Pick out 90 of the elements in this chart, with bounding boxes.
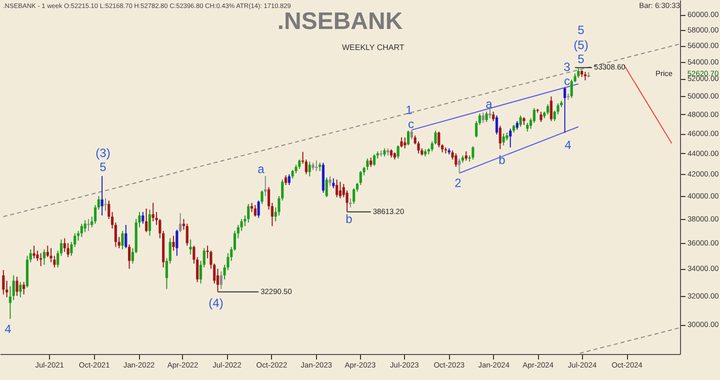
candlestick [325, 176, 328, 198]
candlestick [502, 133, 505, 146]
candlestick [148, 209, 152, 236]
candlestick [509, 128, 512, 148]
candlestick [240, 218, 243, 232]
annotation: 4 [4, 322, 12, 336]
candlestick [12, 274, 15, 301]
candlestick [172, 235, 175, 252]
candlestick [458, 158, 461, 174]
candlestick [352, 188, 356, 204]
candlestick [400, 136, 403, 148]
candlestick [359, 170, 362, 186]
candlestick [152, 202, 154, 222]
candlestick [498, 125, 502, 150]
candlestick [519, 114, 522, 128]
candlestick [372, 154, 376, 166]
candlestick [482, 112, 484, 124]
candlestick [370, 156, 372, 168]
candlestick [128, 244, 131, 270]
candlestick [495, 114, 498, 135]
annotation: a [486, 97, 493, 111]
candlestick [396, 144, 400, 160]
candlestick [46, 245, 49, 258]
candlestick [80, 223, 83, 238]
candlestick [16, 276, 18, 296]
candlestick [179, 212, 182, 233]
candlestick [438, 131, 440, 148]
candlestick [540, 111, 542, 123]
annotation: WEEKLY CHART [342, 43, 404, 52]
candlestick [42, 248, 46, 266]
candlestick [308, 161, 311, 177]
annotation: 5 [578, 23, 585, 37]
candlestick [145, 208, 148, 233]
candlestick [298, 159, 301, 170]
candlestick [406, 130, 410, 146]
candlestick [220, 270, 222, 290]
candlestick [87, 218, 90, 232]
candlestick [464, 150, 468, 162]
annotation: c [564, 74, 570, 88]
candlestick [189, 238, 192, 255]
candlestick [247, 203, 250, 224]
candlestick [577, 67, 580, 78]
candlestick [19, 282, 22, 298]
chart-title: .NSEBANK [277, 8, 404, 35]
candlestick [472, 146, 474, 160]
candlestick [121, 230, 124, 250]
candlestick [328, 176, 332, 187]
candlestick [410, 129, 413, 140]
annotation: b [346, 212, 353, 226]
candlestick [454, 152, 458, 168]
candlestick [546, 104, 550, 115]
candlestick [338, 181, 342, 199]
candlestick [488, 108, 492, 119]
annotation: (4) [208, 296, 224, 310]
annotation: 2 [454, 176, 462, 190]
annotation: (3) [96, 146, 110, 160]
candlestick [257, 200, 260, 218]
candlestick [315, 160, 318, 172]
candlestick [124, 224, 128, 249]
candlestick [186, 223, 188, 246]
candlestick [485, 111, 488, 123]
candlestick [142, 211, 144, 224]
candlestick [100, 176, 104, 216]
annotation: 4 [564, 138, 572, 152]
candlestick [336, 179, 338, 198]
candlestick [288, 174, 291, 186]
candlestick [84, 220, 86, 233]
candlestick [176, 229, 178, 256]
annotation: a [258, 162, 265, 176]
candlestick [366, 158, 369, 170]
annotation: b [498, 153, 506, 167]
candlestick [564, 86, 566, 134]
candlestick [284, 174, 288, 186]
annotation: 1 [406, 103, 413, 117]
annotation: 5 [578, 52, 585, 66]
candlestick [349, 198, 352, 208]
candlestick [250, 202, 254, 212]
annotation: (5) [574, 38, 588, 52]
annotation: c [408, 117, 414, 131]
candlestick [404, 136, 406, 149]
candlestick [254, 204, 256, 218]
candlestick [550, 96, 552, 122]
candlestick [492, 111, 495, 122]
candlestick [260, 190, 264, 204]
candlestick [2, 270, 5, 295]
candlestick [104, 198, 107, 212]
annotation: 5 [100, 160, 107, 174]
candlestick [22, 282, 26, 295]
candlestick [32, 245, 36, 259]
annotation: 3 [564, 60, 571, 74]
